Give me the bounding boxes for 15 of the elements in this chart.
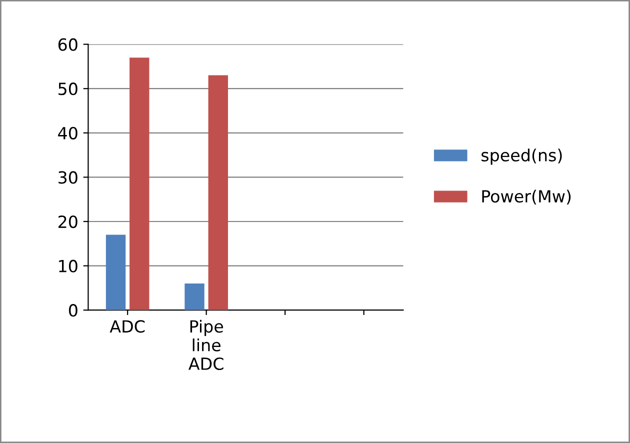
x-tick-label: Pipe line ADC <box>188 320 224 370</box>
y-tick-label: 50 <box>58 82 78 96</box>
legend-label: Power(Mw) <box>482 190 571 205</box>
bar <box>208 75 228 310</box>
y-tick-label: 40 <box>58 126 78 140</box>
bar <box>106 234 126 310</box>
y-tick-label: 0 <box>68 304 78 317</box>
x-tick-label: ADC <box>110 320 145 333</box>
y-tick-label: 30 <box>58 171 78 184</box>
legend-label: speed(ns) <box>482 148 562 165</box>
y-tick-label: 60 <box>58 38 78 51</box>
y-tick-label: 10 <box>59 260 78 272</box>
bar <box>130 58 150 310</box>
y-tick-label: 20 <box>58 215 78 228</box>
bar <box>184 284 204 310</box>
